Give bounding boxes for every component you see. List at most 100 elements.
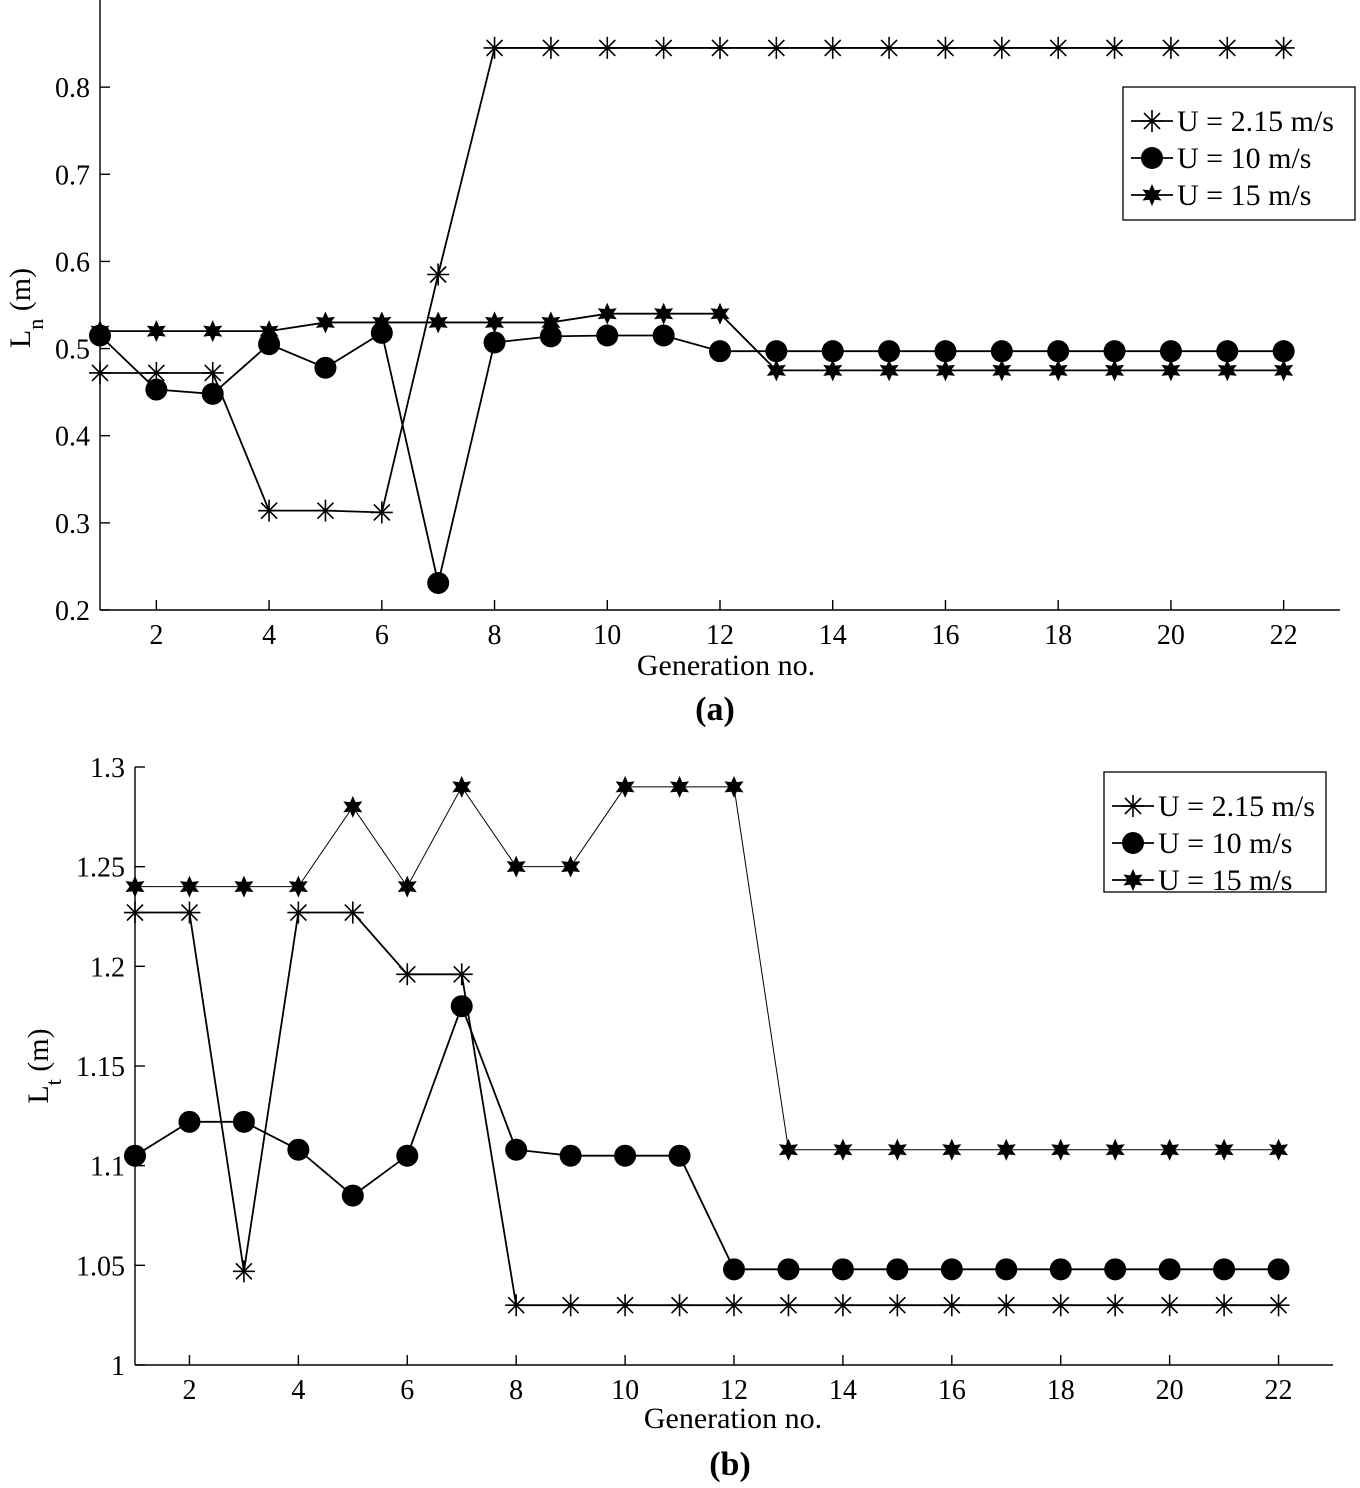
data-point bbox=[992, 359, 1012, 382]
data-point bbox=[668, 1144, 691, 1167]
series-star bbox=[125, 775, 1289, 1161]
data-point bbox=[539, 325, 562, 348]
data-point bbox=[370, 501, 393, 524]
legend-marker bbox=[1141, 110, 1163, 132]
data-point bbox=[940, 1258, 963, 1281]
legend-marker bbox=[1122, 795, 1144, 817]
y-tick-label: 1.1 bbox=[90, 1152, 125, 1183]
x-tick-label: 10 bbox=[593, 620, 621, 651]
data-point bbox=[1104, 1294, 1127, 1317]
data-point bbox=[1049, 1294, 1072, 1317]
data-point bbox=[450, 995, 473, 1018]
data-point bbox=[1105, 1138, 1125, 1161]
data-point bbox=[654, 302, 674, 325]
legend-label: U = 15 m/s bbox=[1158, 864, 1292, 897]
legend-label: U = 10 m/s bbox=[1177, 142, 1311, 175]
data-point bbox=[1158, 1294, 1181, 1317]
x-tick-label: 2 bbox=[149, 620, 163, 651]
data-point bbox=[766, 359, 786, 382]
data-point bbox=[833, 1138, 853, 1161]
data-point bbox=[670, 775, 690, 798]
data-point bbox=[879, 359, 899, 382]
data-point bbox=[314, 499, 337, 522]
data-point bbox=[203, 320, 223, 343]
chart-panel-b: 1 1.05 1.1 1.15 1.2 1.25 1.3 2 4 6 8 10 12 14 16 18 20 22… bbox=[22, 753, 1333, 1483]
data-point bbox=[1104, 1258, 1127, 1281]
data-point bbox=[315, 311, 335, 334]
data-point bbox=[1158, 1258, 1181, 1281]
series-asterisk bbox=[124, 901, 1290, 1317]
series-line bbox=[99, 331, 1284, 584]
data-point bbox=[452, 775, 472, 798]
data-point bbox=[1269, 1138, 1289, 1161]
x-tick-label: 16 bbox=[931, 620, 959, 651]
data-point bbox=[179, 875, 199, 898]
x-tick-label: 6 bbox=[375, 620, 389, 651]
data-point bbox=[1051, 1138, 1071, 1161]
data-point bbox=[505, 1138, 528, 1161]
data-point bbox=[942, 1138, 962, 1161]
y-tick-label: 1.15 bbox=[76, 1052, 125, 1083]
x-tick-label: 4 bbox=[262, 620, 276, 651]
x-tick-label: 12 bbox=[706, 620, 734, 651]
legend-marker bbox=[1123, 869, 1143, 891]
data-point bbox=[258, 333, 281, 356]
legend: U = 2.15 m/s U = 10 m/s U = 15 m/s bbox=[1122, 86, 1356, 221]
data-point bbox=[777, 1258, 800, 1281]
data-point bbox=[1272, 36, 1295, 59]
data-point bbox=[396, 963, 419, 986]
series-asterisk bbox=[89, 36, 1295, 524]
panel-label: (a) bbox=[695, 691, 735, 728]
data-point bbox=[1267, 1294, 1290, 1317]
data-point bbox=[234, 875, 254, 898]
data-point bbox=[178, 1110, 201, 1133]
data-point bbox=[1159, 36, 1182, 59]
data-point bbox=[615, 775, 635, 798]
data-point bbox=[1161, 359, 1181, 382]
y-tick-label: 1.05 bbox=[76, 1251, 125, 1282]
data-point bbox=[341, 1184, 364, 1207]
x-axis-label: Generation no. bbox=[637, 649, 815, 682]
legend-label: U = 2.15 m/s bbox=[1177, 105, 1334, 138]
legend-marker bbox=[1122, 832, 1144, 854]
data-point bbox=[287, 901, 310, 924]
data-point bbox=[1217, 359, 1237, 382]
x-tick-label: 2 bbox=[182, 1375, 196, 1406]
data-point bbox=[886, 1258, 909, 1281]
x-tick-label: 22 bbox=[1265, 1375, 1293, 1406]
legend-label: U = 2.15 m/s bbox=[1158, 790, 1315, 823]
data-point bbox=[1214, 1138, 1234, 1161]
x-tick-label: 10 bbox=[611, 1375, 639, 1406]
y-tick-label: 0.2 bbox=[55, 596, 90, 627]
data-point bbox=[372, 311, 392, 334]
data-point bbox=[709, 340, 731, 363]
x-tick-label: 14 bbox=[829, 1375, 857, 1406]
data-point bbox=[1103, 36, 1126, 59]
data-point bbox=[1105, 359, 1125, 382]
data-point bbox=[652, 324, 675, 347]
data-point bbox=[995, 1258, 1018, 1281]
data-point bbox=[483, 36, 506, 59]
x-tick-label: 12 bbox=[720, 1375, 748, 1406]
y-tick-label: 0.3 bbox=[55, 509, 90, 540]
data-point bbox=[1272, 340, 1295, 363]
data-point bbox=[668, 1294, 691, 1317]
data-point bbox=[485, 311, 505, 334]
data-point bbox=[259, 320, 279, 343]
data-point bbox=[428, 311, 448, 334]
data-point bbox=[1048, 359, 1068, 382]
data-point bbox=[765, 340, 788, 363]
data-point bbox=[427, 571, 450, 594]
data-point bbox=[539, 36, 562, 59]
data-point bbox=[709, 36, 731, 59]
data-point bbox=[778, 1138, 798, 1161]
data-point bbox=[287, 1138, 310, 1161]
data-point bbox=[723, 1258, 745, 1281]
series-line bbox=[134, 1003, 1279, 1271]
data-point bbox=[940, 1294, 963, 1317]
data-point bbox=[559, 1144, 582, 1167]
legend-marker bbox=[1141, 147, 1163, 169]
y-tick-label: 1 bbox=[111, 1351, 125, 1382]
legend-label: U = 10 m/s bbox=[1158, 827, 1292, 860]
y-axis-label: Lt (m) bbox=[22, 1028, 66, 1103]
